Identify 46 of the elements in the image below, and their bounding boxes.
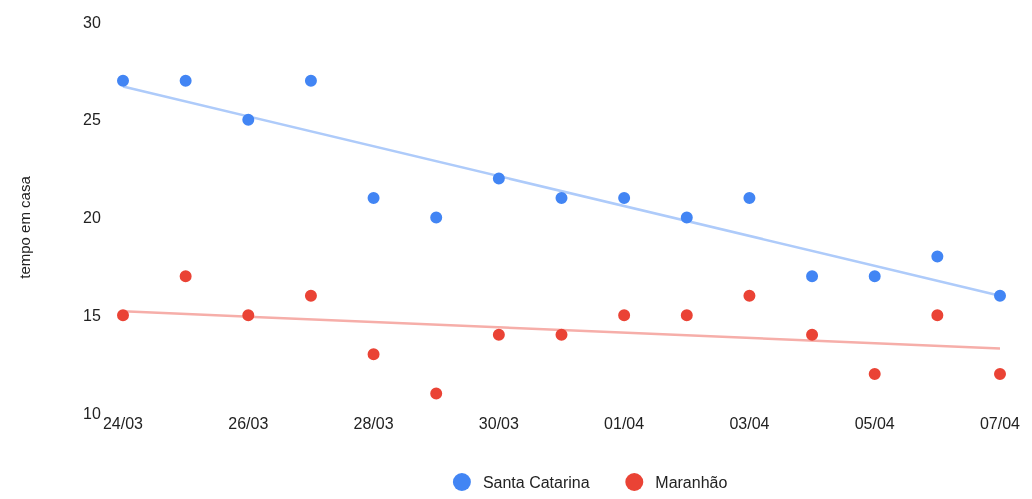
x-tick-label: 26/03 bbox=[228, 415, 269, 433]
y-tick-label: 30 bbox=[83, 13, 101, 31]
point bbox=[555, 328, 568, 341]
point bbox=[806, 270, 819, 283]
point bbox=[868, 367, 881, 380]
point bbox=[117, 309, 129, 322]
point bbox=[994, 289, 1006, 302]
point bbox=[618, 191, 631, 204]
point bbox=[492, 328, 505, 341]
point bbox=[117, 74, 129, 87]
point bbox=[931, 309, 944, 322]
point bbox=[304, 289, 317, 302]
point bbox=[618, 309, 631, 322]
y-tick-label: 10 bbox=[83, 404, 101, 422]
point bbox=[367, 348, 380, 361]
point bbox=[743, 289, 756, 302]
legend-label: Santa Catarina bbox=[482, 473, 590, 491]
point bbox=[179, 270, 192, 283]
y-tick-label: 20 bbox=[83, 209, 101, 227]
point bbox=[994, 367, 1006, 380]
x-tick-label: 01/04 bbox=[604, 415, 645, 433]
point bbox=[680, 211, 693, 224]
point bbox=[242, 309, 255, 322]
x-tick-label: 07/04 bbox=[979, 415, 1021, 433]
point bbox=[555, 191, 568, 204]
x-tick-label: 05/04 bbox=[854, 415, 895, 433]
point bbox=[806, 328, 819, 341]
point bbox=[430, 387, 443, 400]
y-axis-title: tempo em casa bbox=[16, 175, 33, 279]
point bbox=[931, 250, 944, 263]
point bbox=[242, 113, 255, 126]
y-tick-label: 25 bbox=[83, 111, 101, 129]
legend-label: Maranhão bbox=[655, 473, 728, 491]
point bbox=[680, 309, 693, 322]
point bbox=[868, 270, 881, 283]
point bbox=[430, 211, 443, 224]
x-tick-label: 03/04 bbox=[729, 415, 770, 433]
y-tick-label: 15 bbox=[83, 306, 101, 324]
point bbox=[367, 191, 380, 204]
x-tick-label: 28/03 bbox=[353, 415, 394, 433]
x-tick-label: 24/03 bbox=[102, 415, 144, 433]
point bbox=[179, 74, 192, 87]
point bbox=[492, 172, 505, 185]
point bbox=[304, 74, 317, 87]
point bbox=[743, 191, 756, 204]
x-tick-label: 30/03 bbox=[478, 415, 519, 433]
